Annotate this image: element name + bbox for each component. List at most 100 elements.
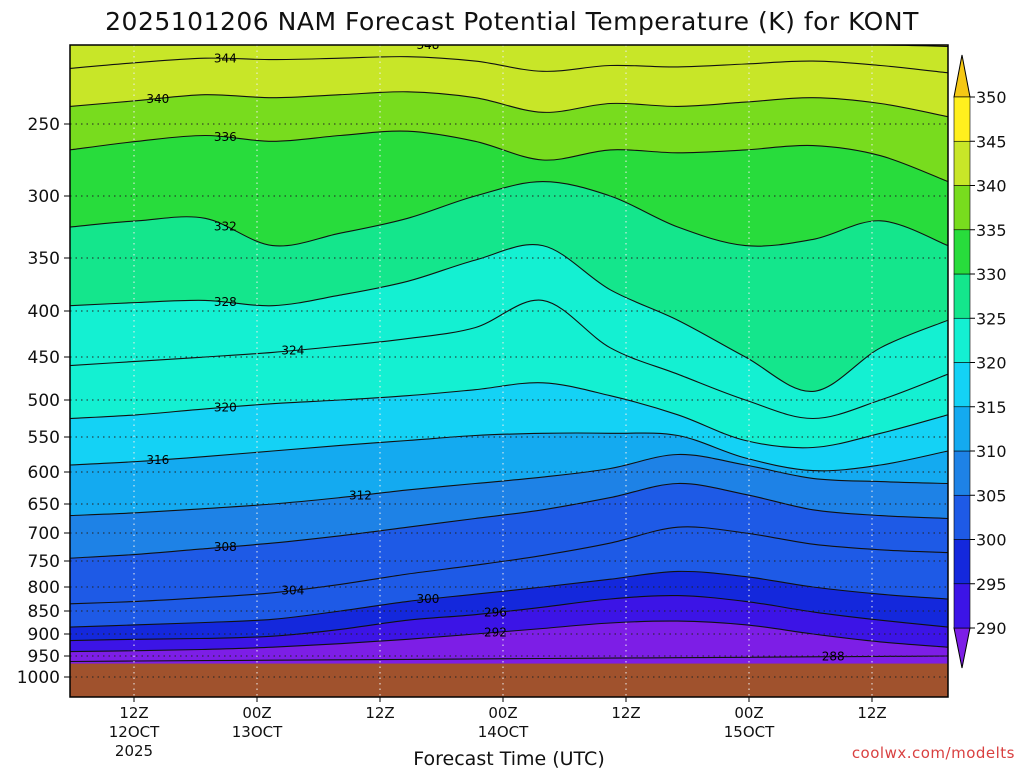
isotherm-344 (70, 56, 948, 74)
isotherm-304 (70, 526, 948, 605)
y-tick-label: 900 (28, 625, 60, 645)
isotherm-312 (70, 453, 948, 517)
isotherm-300 (70, 570, 948, 628)
contour-label-308: 308 (214, 540, 237, 554)
colorbar: 290 295 300 305 310 315 320 325 330 335 340 345 350 (953, 54, 1007, 669)
colorbar-label: 340 (976, 177, 1007, 196)
y-tick-label: 750 (28, 552, 60, 572)
isotherm-292 (70, 620, 948, 653)
contour-label-336: 336 (214, 130, 237, 144)
x-axis-label: Forecast Time (UTC) (413, 748, 604, 768)
x-tick-label: 2025 (115, 742, 153, 760)
x-tick-label: 14OCT (478, 723, 529, 741)
isotherm-320 (70, 382, 948, 449)
isotherm-lines (70, 45, 948, 663)
x-tick-label: 00Z (242, 704, 271, 722)
x-tick-label: 00Z (734, 704, 763, 722)
y-tick-label: 300 (28, 187, 60, 207)
contour-label-304: 304 (281, 583, 304, 597)
y-tick-label: 700 (28, 524, 60, 544)
x-tick-label: 00Z (488, 704, 517, 722)
plot-frame (69, 44, 949, 698)
y-tick-label: 850 (28, 602, 60, 622)
colorbar-label: 325 (976, 309, 1007, 328)
colorbar-swatch (953, 450, 971, 496)
y-tick-label: 500 (28, 391, 60, 411)
colorbar-label: 310 (976, 442, 1007, 461)
y-tick-label: 350 (28, 249, 60, 269)
y-tick-label: 550 (28, 428, 60, 448)
colorbar-label: 335 (976, 221, 1007, 240)
contour-label-340: 340 (146, 92, 169, 106)
x-tick-label: 15OCT (724, 723, 775, 741)
colorbar-label: 290 (976, 619, 1007, 638)
contour-label-332: 332 (214, 220, 237, 234)
isotherm-308 (70, 482, 948, 559)
contour-label-324: 324 (281, 343, 304, 357)
colorbar-swatch (953, 406, 971, 452)
isotherm-296 (70, 594, 948, 642)
plot-area: 288 292 296 300 304 308 312 316 320 324 328 332 336 3… (70, 38, 948, 697)
colorbar-label: 315 (976, 398, 1007, 417)
isotherm-316 (70, 432, 948, 472)
y-tick-label: 1000 (17, 668, 60, 688)
colorbar-label: 350 (976, 88, 1007, 107)
colorbar-label: 300 (976, 531, 1007, 550)
colorbar-swatch (953, 229, 971, 275)
contour-label-292: 292 (484, 625, 507, 639)
contour-labels: 288 292 296 300 304 308 312 316 320 324 328 332 336 3… (146, 38, 845, 664)
y-tick-label: 650 (28, 495, 60, 515)
colorbar-swatch (953, 317, 971, 363)
chart-title: 2025101206 NAM Forecast Potential Temper… (105, 7, 919, 36)
x-tick-label: 12Z (857, 704, 886, 722)
y-tick-label: 800 (28, 578, 60, 598)
isotherm-340 (70, 91, 948, 118)
colorbar-swatch (953, 185, 971, 231)
contour-label-320: 320 (214, 400, 237, 414)
contour-label-300: 300 (417, 592, 440, 606)
colorbar-swatch (953, 539, 971, 585)
colorbar-swatch (953, 273, 971, 319)
y-tick-label: 950 (28, 647, 60, 667)
contour-label-316: 316 (146, 453, 169, 467)
isotherm-288 (70, 655, 948, 663)
colorbar-swatch (953, 583, 971, 629)
temperature-bands (70, 45, 948, 697)
colorbar-label: 320 (976, 354, 1007, 373)
isotherm-328 (70, 244, 948, 392)
ground-layer (70, 663, 948, 697)
colorbar-low-arrow (953, 627, 971, 669)
contour-label-348: 348 (417, 38, 440, 52)
y-tick-label: 450 (28, 348, 60, 368)
y-tick-label: 250 (28, 115, 60, 135)
band-344 (70, 45, 948, 73)
colorbar-label: 345 (976, 132, 1007, 151)
x-tick-label: 12Z (365, 704, 394, 722)
grid-lines (70, 45, 948, 697)
colorbar-label: 330 (976, 265, 1007, 284)
isotherm-324 (70, 299, 948, 420)
colorbar-high-arrow (953, 54, 971, 98)
x-tick-label: 13OCT (232, 723, 283, 741)
colorbar-label: 295 (976, 575, 1007, 594)
isotherm-336 (70, 130, 948, 183)
isotherm-332 (70, 181, 948, 247)
x-tick-label: 12Z (611, 704, 640, 722)
colorbar-swatch (953, 96, 971, 142)
contour-label-328: 328 (214, 295, 237, 309)
contour-label-288: 288 (822, 650, 845, 664)
colorbar-label: 305 (976, 486, 1007, 505)
colorbar-swatch (953, 494, 971, 540)
contour-label-296: 296 (484, 605, 507, 619)
colorbar-swatch (953, 140, 971, 186)
contour-label-344: 344 (214, 52, 237, 66)
y-axis: 250 300 350 400 450 500 550 600 650 700 750 800 850 9… (17, 115, 70, 688)
y-tick-label: 400 (28, 302, 60, 322)
source-credit: coolwx.com/modelts (852, 744, 1015, 762)
x-tick-label: 12Z (119, 704, 148, 722)
contour-label-312: 312 (349, 488, 372, 502)
x-tick-label: 12OCT (109, 723, 160, 741)
colorbar-swatch (953, 362, 971, 408)
